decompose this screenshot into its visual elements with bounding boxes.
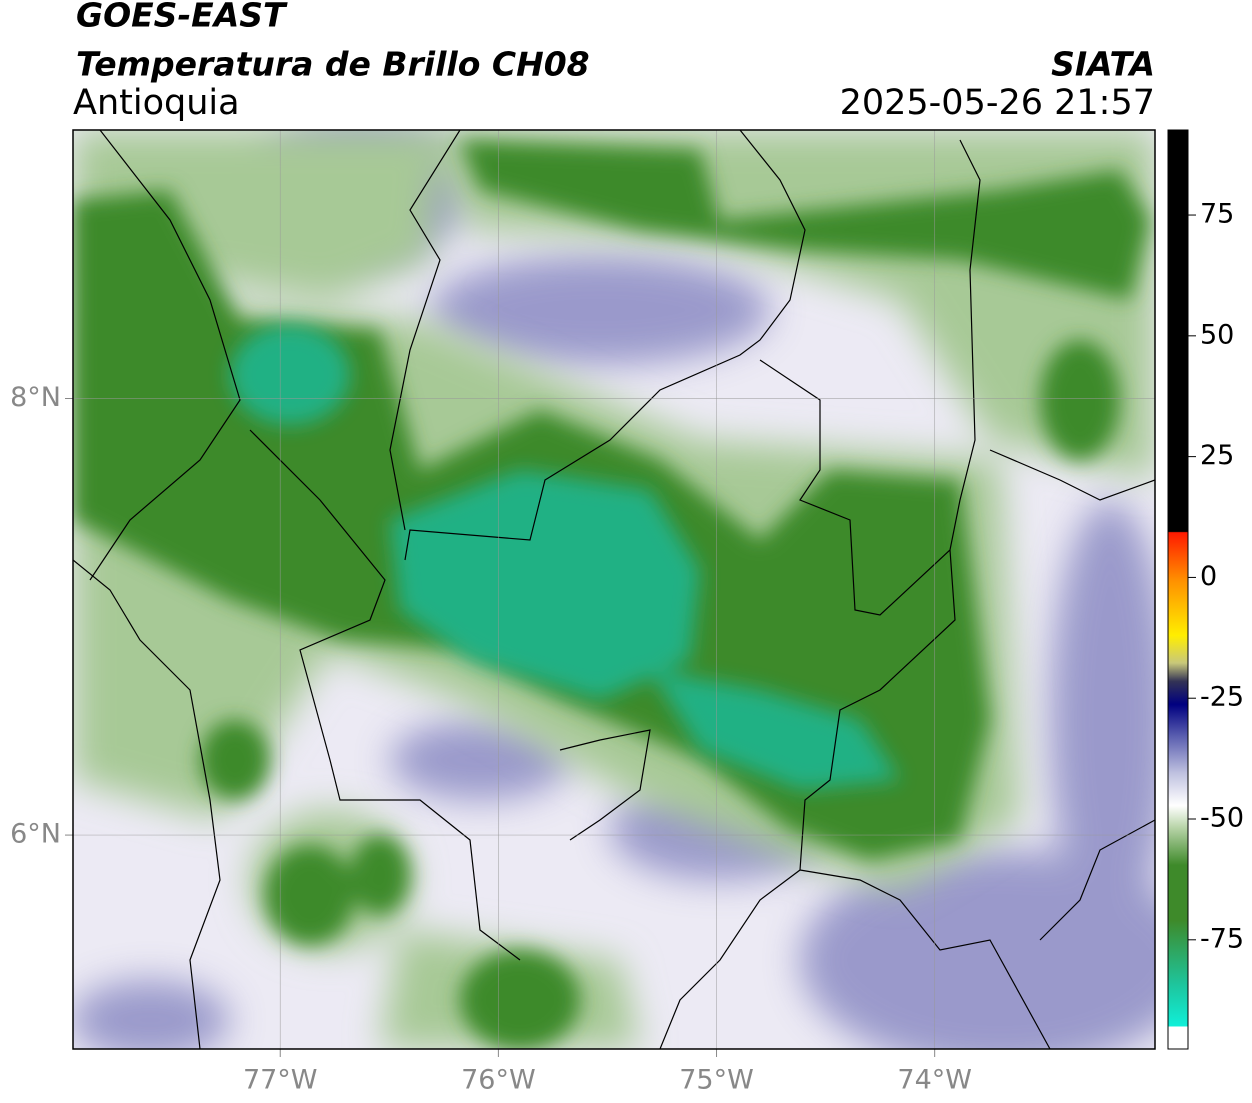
colorbar-tick-label: 25 <box>1200 440 1234 471</box>
x-tick-label: 76°W <box>461 1065 536 1096</box>
colorbar-tick-label: 75 <box>1200 199 1234 230</box>
colorbar-tick-label: 50 <box>1200 319 1234 350</box>
axes: 77°W 76°W 75°W 74°W 8°N 6°N 75 50 25 0 -25 -50 -75 <box>10 130 1244 1096</box>
x-tick-label: 74°W <box>897 1065 972 1096</box>
source: SIATA <box>1051 45 1155 84</box>
region: Antioquia <box>73 83 240 123</box>
colorbar-tick-label: -75 <box>1200 923 1244 954</box>
y-tick-label: 6°N <box>10 819 61 850</box>
y-tick-label: 8°N <box>10 382 61 413</box>
colorbar-tick-label: -50 <box>1200 803 1244 834</box>
borders <box>73 130 1155 1049</box>
satellite: GOES-EAST <box>76 0 288 35</box>
colorbar-tick-label: 0 <box>1200 561 1217 592</box>
datetime: 2025-05-26 21:57 <box>840 83 1155 123</box>
colorbar <box>1167 129 1189 1050</box>
x-tick-label: 75°W <box>679 1065 754 1096</box>
colorbar-tick-label: -25 <box>1200 682 1244 713</box>
product: Temperatura de Brillo CH08 <box>76 45 590 84</box>
map-frame <box>72 129 1156 1050</box>
x-tick-label: 77°W <box>243 1065 318 1096</box>
imagery <box>73 130 1155 1049</box>
